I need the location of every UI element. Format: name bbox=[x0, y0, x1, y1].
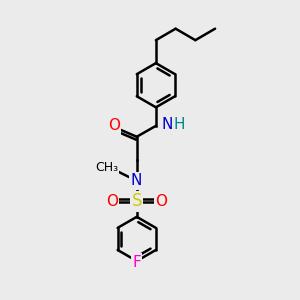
Text: O: O bbox=[106, 194, 118, 209]
Text: O: O bbox=[108, 118, 120, 134]
Text: F: F bbox=[132, 255, 141, 270]
Text: CH₃: CH₃ bbox=[95, 161, 118, 174]
Text: S: S bbox=[131, 192, 142, 210]
Text: H: H bbox=[174, 117, 185, 132]
Text: O: O bbox=[155, 194, 167, 209]
Text: N: N bbox=[161, 117, 173, 132]
Text: N: N bbox=[130, 173, 142, 188]
